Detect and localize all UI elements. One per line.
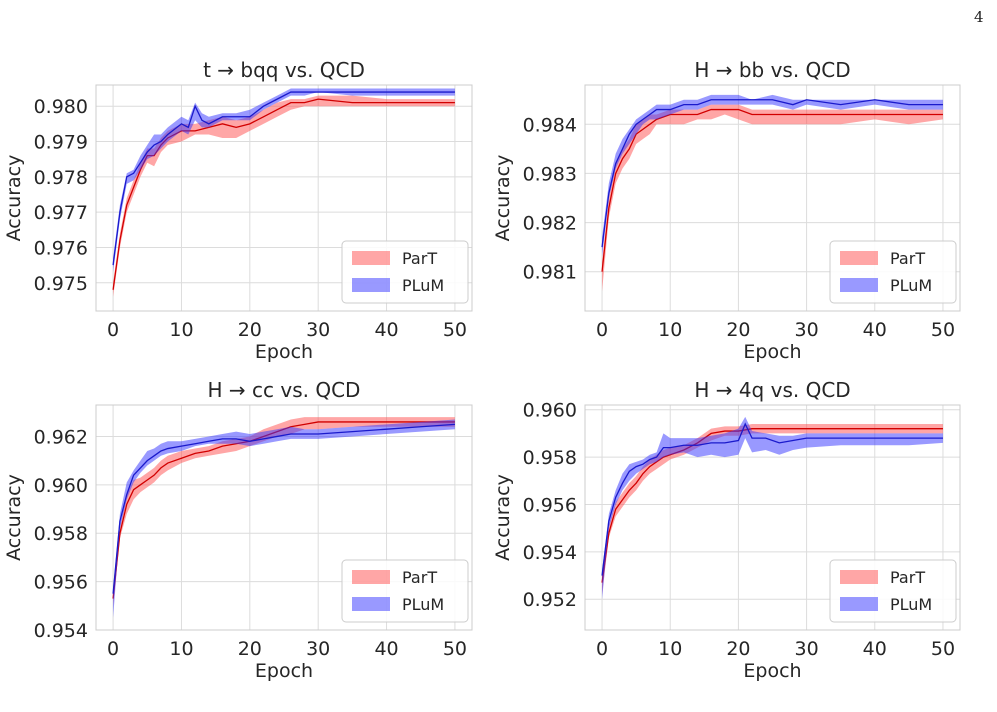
y-tick-label: 0.984 [523,114,577,136]
plot-frame [95,404,473,631]
y-tick-label: 0.983 [523,163,577,185]
plot-frame [584,404,961,631]
y-tick-label: 0.956 [523,494,577,516]
series-band-part [602,104,943,292]
legend: ParT PLuM [829,240,957,304]
x-tick-label: 40 [863,319,887,341]
x-axis-label: Epoch [743,341,801,363]
x-axis-label: Epoch [743,660,801,682]
legend-swatch-plum [840,278,878,292]
plot-frame [95,84,473,312]
y-tick-label: 0.981 [523,262,577,284]
x-tick-label: 20 [238,638,262,660]
y-tick-label: 0.978 [34,167,88,189]
y-tick-label: 0.958 [34,523,88,545]
y-tick-label: 0.980 [34,96,88,118]
y-tick-label: 0.954 [523,542,577,564]
legend-label-plum: PLuM [890,276,932,295]
chart-panel-3: 0 10 20 30 40 50 0.954 0.956 0.958 0.960 0.962 H → … [3,378,473,682]
y-tick-label: 0.979 [34,132,88,154]
y-axis-label: Accuracy [492,474,514,561]
series-layer [601,94,943,292]
y-tick-label: 0.977 [34,202,88,224]
legend-swatch-plum [352,597,390,611]
x-tick-label: 30 [306,319,330,341]
y-axis-label: Accuracy [3,474,25,561]
chart-panel-1: 0 10 20 30 40 50 0.975 0.976 0.977 0.978 0.979 0.98… [3,58,473,363]
legend-label-part: ParT [890,249,925,268]
y-axis-label: Accuracy [3,155,25,242]
y-tick-label: 0.975 [34,273,88,295]
legend: ParT PLuM [829,559,957,623]
legend-swatch-part [840,251,878,265]
y-tick-label: 0.982 [523,213,577,235]
chart-panel-2: 0 10 20 30 40 50 0.981 0.982 0.983 0.984 H → bb vs… [492,58,961,363]
plot-frame [584,84,961,312]
x-tick-label: 0 [107,319,119,341]
legend: ParT PLuM [341,559,469,623]
x-tick-label: 40 [863,638,887,660]
y-tick-label: 0.960 [34,475,88,497]
x-tick-label: 30 [794,319,818,341]
series-line-part [601,108,943,272]
chart-title: t → bqq vs. QCD [203,58,365,82]
x-tick-label: 10 [658,319,682,341]
legend-swatch-plum [352,278,390,292]
x-tick-label: 30 [794,638,818,660]
x-tick-label: 40 [374,319,398,341]
x-tick-label: 10 [169,638,193,660]
page-number: 4 [974,8,984,26]
legend-label-plum: PLuM [890,595,932,614]
legend: ParT PLuM [341,240,469,304]
x-tick-label: 50 [931,319,955,341]
legend-swatch-part [352,570,390,584]
chart-panel-4: 0 10 20 30 40 50 0.952 0.954 0.956 0.958 0.960 H → … [492,378,961,682]
x-tick-label: 50 [443,319,467,341]
x-tick-label: 0 [596,319,608,341]
x-axis-label: Epoch [255,660,313,682]
series-layer [112,88,455,297]
legend-label-part: ParT [890,568,925,587]
legend-swatch-part [352,251,390,265]
x-tick-label: 0 [596,638,608,660]
chart-title: H → cc vs. QCD [208,378,361,402]
series-band-plum [602,416,943,600]
x-tick-label: 50 [443,638,467,660]
series-line-plum [601,422,943,576]
x-tick-label: 20 [238,319,262,341]
y-tick-label: 0.956 [34,572,88,594]
y-tick-label: 0.962 [34,426,88,448]
x-tick-label: 20 [726,638,750,660]
legend-label-part: ParT [402,249,437,268]
series-line-plum [601,99,943,248]
legend-label-part: ParT [402,568,437,587]
series-line-plum [112,423,455,594]
series-layer [112,417,455,618]
legend-label-plum: PLuM [402,595,444,614]
y-tick-label: 0.976 [34,237,88,259]
x-tick-label: 50 [931,638,955,660]
series-layer [601,416,943,600]
x-tick-label: 20 [726,319,750,341]
legend-swatch-plum [840,597,878,611]
y-tick-label: 0.952 [523,589,577,611]
series-line-part [112,421,455,599]
x-tick-label: 40 [374,638,398,660]
x-tick-label: 0 [107,638,119,660]
chart-title: H → bb vs. QCD [694,58,850,82]
y-axis-label: Accuracy [492,155,514,242]
x-axis-label: Epoch [255,341,313,363]
x-tick-label: 10 [169,319,193,341]
legend-label-plum: PLuM [402,276,444,295]
series-line-plum [112,91,455,266]
x-tick-label: 10 [658,638,682,660]
y-tick-label: 0.954 [34,620,88,642]
y-tick-label: 0.958 [523,447,577,469]
y-tick-label: 0.960 [523,400,577,422]
x-tick-label: 30 [306,638,330,660]
legend-swatch-part [840,570,878,584]
chart-title: H → 4q vs. QCD [694,378,850,402]
series-line-part [112,98,455,290]
